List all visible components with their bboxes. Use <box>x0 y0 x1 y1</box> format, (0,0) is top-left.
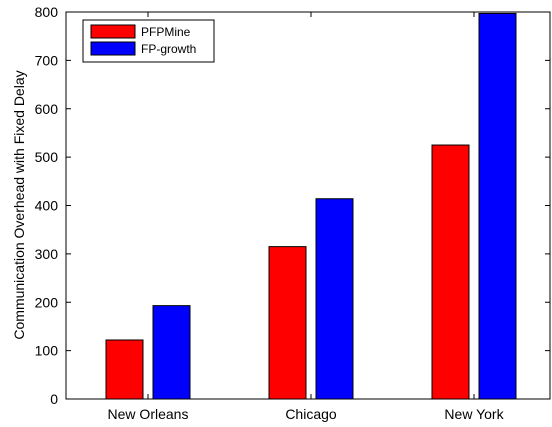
y-tick-label: 0 <box>50 391 58 407</box>
y-tick-label: 700 <box>35 52 59 68</box>
y-tick-label: 200 <box>35 294 59 310</box>
legend-label: PFPMine <box>141 25 191 39</box>
bar-pfpmine-chicago <box>268 246 307 400</box>
y-axis-label: Communication Overhead with Fixed Delay <box>11 70 27 339</box>
legend: PFPMine FP-growth <box>82 19 215 63</box>
plot-frame <box>65 11 551 400</box>
legend-label: FP-growth <box>141 42 196 56</box>
bar-fp-growth-new-york <box>478 12 517 400</box>
x-tick-label: Chicago <box>285 406 337 422</box>
bar-pfpmine-new-york <box>431 144 470 400</box>
x-tick-label: New York <box>444 406 504 422</box>
y-tick-label: 300 <box>35 246 59 262</box>
y-tick-label: 800 <box>35 4 59 20</box>
y-tick-label: 100 <box>35 343 59 359</box>
y-tick-label: 400 <box>35 198 59 214</box>
legend-swatch <box>90 41 136 56</box>
legend-swatch <box>90 24 136 39</box>
y-axis-ticks: 0 100 200 300 400 500 600 700 800 <box>35 4 550 407</box>
y-tick-label: 500 <box>35 149 59 165</box>
x-axis-ticks: New Orleans Chicago New York <box>108 12 505 422</box>
bars-group <box>105 12 517 400</box>
y-tick-label: 600 <box>35 101 59 117</box>
x-tick-label: New Orleans <box>108 406 189 422</box>
bar-fp-growth-new-orleans <box>152 305 191 400</box>
bar-pfpmine-new-orleans <box>105 339 144 400</box>
bar-fp-growth-chicago <box>315 198 354 400</box>
